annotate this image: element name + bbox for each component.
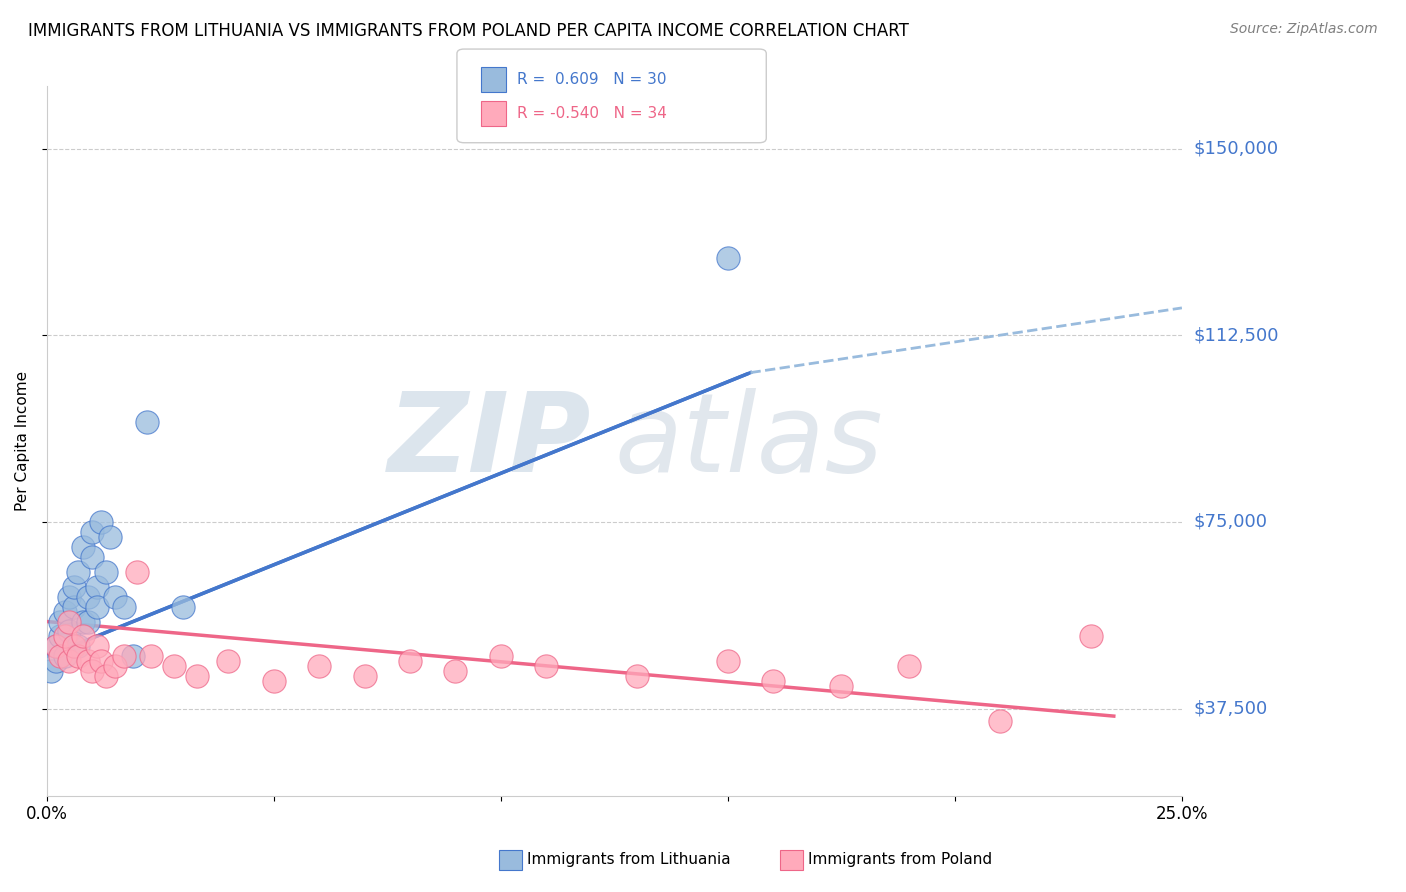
Point xyxy=(49,630,72,644)
Point xyxy=(172,599,194,614)
Point xyxy=(49,649,72,664)
Point xyxy=(308,659,330,673)
Point xyxy=(86,580,108,594)
Point xyxy=(263,674,285,689)
Point xyxy=(1080,630,1102,644)
Point xyxy=(112,599,135,614)
Text: atlas: atlas xyxy=(614,387,883,494)
Point xyxy=(58,624,80,639)
Point xyxy=(80,665,103,679)
Point xyxy=(45,640,67,654)
Point xyxy=(186,669,208,683)
Point xyxy=(76,654,98,668)
Point xyxy=(626,669,648,683)
Point xyxy=(72,630,94,644)
Point xyxy=(53,649,76,664)
Point xyxy=(898,659,921,673)
Point xyxy=(94,565,117,579)
Point xyxy=(86,599,108,614)
Point xyxy=(104,590,127,604)
Point xyxy=(90,654,112,668)
Text: R =  0.609   N = 30: R = 0.609 N = 30 xyxy=(517,72,666,87)
Text: $112,500: $112,500 xyxy=(1194,326,1278,344)
Point xyxy=(67,649,90,664)
Point xyxy=(72,540,94,554)
Text: Immigrants from Poland: Immigrants from Poland xyxy=(808,853,993,867)
Point xyxy=(45,654,67,668)
Point xyxy=(163,659,186,673)
Point xyxy=(63,640,86,654)
Point xyxy=(80,549,103,564)
Point xyxy=(717,654,740,668)
Text: $150,000: $150,000 xyxy=(1194,139,1278,158)
Point xyxy=(72,615,94,629)
Point xyxy=(534,659,557,673)
Point xyxy=(53,605,76,619)
Point xyxy=(139,649,162,664)
Text: $75,000: $75,000 xyxy=(1194,513,1267,531)
Text: R = -0.540   N = 34: R = -0.540 N = 34 xyxy=(517,106,668,120)
Point xyxy=(76,615,98,629)
Point xyxy=(988,714,1011,728)
Point xyxy=(489,649,512,664)
Point xyxy=(94,669,117,683)
Point xyxy=(63,580,86,594)
Point xyxy=(58,590,80,604)
Point xyxy=(399,654,422,668)
Point xyxy=(80,524,103,539)
Point xyxy=(104,659,127,673)
Point xyxy=(86,640,108,654)
Point xyxy=(762,674,785,689)
Point xyxy=(67,565,90,579)
Text: Immigrants from Lithuania: Immigrants from Lithuania xyxy=(527,853,731,867)
Point xyxy=(444,665,467,679)
Text: IMMIGRANTS FROM LITHUANIA VS IMMIGRANTS FROM POLAND PER CAPITA INCOME CORRELATIO: IMMIGRANTS FROM LITHUANIA VS IMMIGRANTS … xyxy=(28,22,910,40)
Point xyxy=(135,416,157,430)
Point xyxy=(67,640,90,654)
Point xyxy=(58,615,80,629)
Point xyxy=(717,251,740,265)
Point xyxy=(53,630,76,644)
Point xyxy=(98,530,121,544)
Point xyxy=(127,565,149,579)
Point xyxy=(49,615,72,629)
Point xyxy=(58,654,80,668)
Point xyxy=(39,665,62,679)
Point xyxy=(90,515,112,529)
Point xyxy=(76,590,98,604)
Y-axis label: Per Capita Income: Per Capita Income xyxy=(15,371,30,511)
Point xyxy=(45,640,67,654)
Text: Source: ZipAtlas.com: Source: ZipAtlas.com xyxy=(1230,22,1378,37)
Point xyxy=(122,649,145,664)
Point xyxy=(63,599,86,614)
Text: ZIP: ZIP xyxy=(388,387,592,494)
Point xyxy=(217,654,239,668)
Point xyxy=(112,649,135,664)
Point xyxy=(353,669,375,683)
Text: $37,500: $37,500 xyxy=(1194,699,1267,718)
Point xyxy=(830,679,852,693)
